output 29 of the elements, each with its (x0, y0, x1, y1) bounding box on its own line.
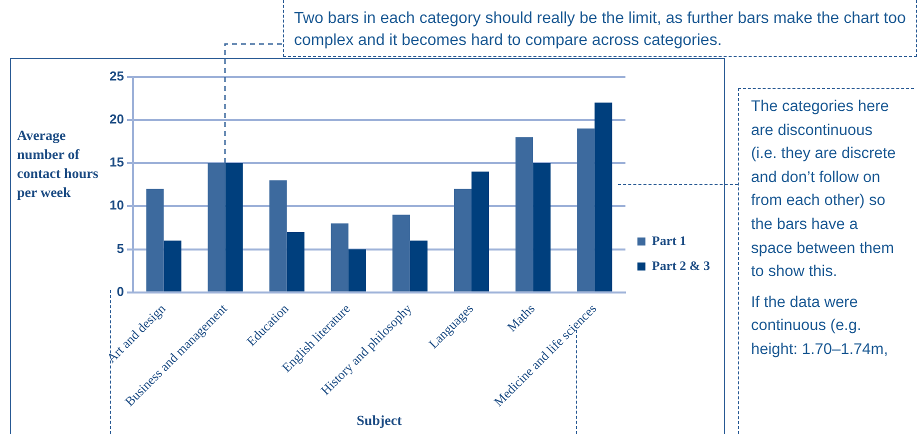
bar (516, 137, 534, 292)
legend-label: Part 1 (652, 232, 686, 248)
y-tick-label: 15 (110, 154, 124, 170)
bar (269, 180, 287, 292)
y-axis-title: Average number of contact hours per week (17, 129, 98, 201)
text: The categories here are discontinuous (i.e. they are discrete and don’t follow on from each other) so the bars have a space between them to show this. (751, 97, 896, 282)
y-tick-label: 5 (116, 240, 124, 256)
bar (330, 223, 348, 292)
bar (533, 163, 551, 292)
text: If the data were continuous (e.g. height: 1.70–1.74m, (751, 292, 890, 360)
y-tick-label: 0 (116, 284, 124, 299)
bar (392, 214, 410, 292)
bar (454, 188, 472, 292)
y-tick-label: 25 (110, 68, 124, 84)
bar (286, 232, 304, 292)
x-axis-title: Subject (356, 414, 402, 430)
annotation: Two bars in each category should really be the limit, as further bars make the chart too complex and it becomes hard to compare across categories. (283, 0, 917, 57)
bar (164, 240, 182, 292)
y-tick-label: 20 (110, 112, 124, 126)
bar (348, 249, 366, 292)
y-tick-label: 10 (110, 198, 124, 213)
bar (146, 188, 164, 292)
bar (472, 172, 490, 292)
bar (225, 163, 243, 292)
bar (577, 128, 595, 292)
legend-label: Part 2 & 3 (652, 258, 710, 273)
bar (410, 240, 428, 292)
bar (594, 102, 612, 292)
bar (208, 163, 226, 292)
